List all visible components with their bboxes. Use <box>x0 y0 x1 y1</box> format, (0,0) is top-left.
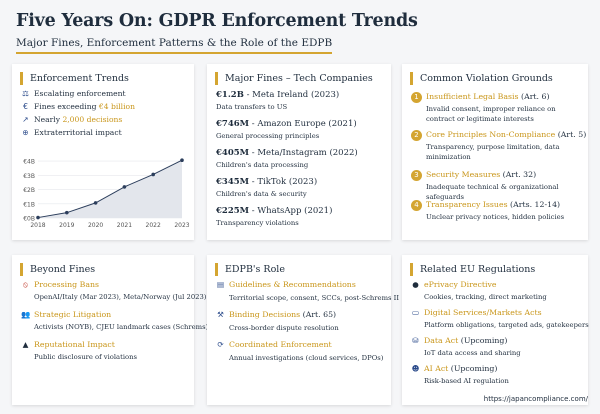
x-tick-label: 2020 <box>88 222 103 229</box>
page-title: Five Years On: GDPR Enforcement Trends <box>16 11 418 31</box>
beyond-item-heading: ▲ Reputational Impact <box>22 340 115 349</box>
fine-title: €405M - Meta/Instagram (2022) <box>216 148 358 158</box>
y-tick-label: €2B <box>23 187 35 194</box>
robot-icon: ☻ <box>411 364 420 373</box>
card-heading: Major Fines – Tech Companies <box>215 72 373 85</box>
edpb-item-description: Territorial scope, consent, SCCs, post-S… <box>229 294 400 302</box>
regulation-description: Platform obligations, targeted ads, gate… <box>424 321 589 329</box>
edpb-item-heading: ⟳ Coordinated Enforcement <box>217 340 332 349</box>
escalating-icon: ⚖ <box>22 89 29 98</box>
edpb-item-description: Cross-border dispute resolution <box>229 324 339 332</box>
series-line <box>37 159 183 219</box>
fine-title: €345M - TikTok (2023) <box>216 177 318 187</box>
trend-item: € Fines exceeding €4 billion <box>21 102 135 111</box>
x-tick-label: 2021 <box>117 222 132 229</box>
beyond-item-description: Activists (NOYB), CJEU landmark cases (S… <box>34 323 209 331</box>
beyond-item-heading: ⦸ Processing Bans <box>21 280 99 290</box>
edpb-item-description: Annual investigations (cloud services, D… <box>229 354 384 362</box>
data-point <box>122 185 127 189</box>
fine-description: Transparency violations <box>216 219 299 227</box>
violation-heading: Transparency Issues (Arts. 12-14) <box>426 200 561 209</box>
beyond-item-description: Public disclosure of violations <box>34 353 137 361</box>
footer-url[interactable]: https://japancompliance.com/ <box>483 395 588 403</box>
trend-item: ⊕ Extraterritorial impact <box>22 128 122 137</box>
trend-item: ↗ Nearly 2,000 decisions <box>22 115 123 124</box>
fine-description: Children's data & security <box>216 190 307 198</box>
beyond-item-heading: 👥 Strategic Litigation <box>21 310 112 319</box>
edpb-item-heading: ▤ Guidelines & Recommendations <box>216 280 356 289</box>
sync-icon: ⟳ <box>217 340 224 349</box>
data-point <box>36 215 40 220</box>
beyond-fines-card: Beyond Fines ⦸ Processing Bans OpenAI/Ita… <box>12 255 208 405</box>
number-badge: 1 <box>411 92 422 103</box>
card-heading: Related EU Regulations <box>410 263 535 276</box>
violation-description: Invalid consent, improper reliance on co… <box>426 105 556 123</box>
x-tick-label: 2022 <box>146 222 161 229</box>
data-point <box>151 172 155 177</box>
violation-description: Inadequate technical & organizational sa… <box>426 183 559 201</box>
x-tick-label: 2019 <box>59 222 74 229</box>
card-heading: Enforcement Trends <box>20 72 129 85</box>
violation-heading: Core Principles Non-Compliance (Art. 5) <box>426 130 587 139</box>
fine-title: €746M - Amazon Europe (2021) <box>216 119 357 129</box>
number-badge: 3 <box>411 170 422 181</box>
edpb-role-card: EDPB's Role ▤ Guidelines & Recommendation… <box>207 255 399 405</box>
trend-item: ⚖ Escalating enforcement <box>22 89 126 98</box>
laptop-icon: ▭ <box>411 308 420 317</box>
globe-icon: ⊕ <box>22 128 29 137</box>
card-heading: Beyond Fines <box>20 263 95 276</box>
fine-title: €225M - WhatsApp (2021) <box>216 206 333 216</box>
regulation-heading: ▭ Digital Services/Markets Acts <box>411 308 542 317</box>
edpb-item-heading: ⚒ Binding Decisions (Art. 65) <box>217 310 337 319</box>
regulation-heading: ⛁ Data Act (Upcoming) <box>412 336 508 345</box>
violation-heading: Security Measures (Art. 32) <box>426 170 537 179</box>
area-fill <box>38 160 182 218</box>
data-point <box>65 210 69 215</box>
page-subtitle: Major Fines, Enforcement Patterns & the … <box>16 37 333 54</box>
regulation-description: Risk-based AI regulation <box>424 377 509 385</box>
violation-description: Unclear privacy notices, hidden policies <box>426 213 565 221</box>
fines-line-chart: €0B €1B €2B €3B €4B 2018 2019 2020 2021 2022 2023 <box>23 158 190 229</box>
y-tick-label: €0B <box>23 216 35 223</box>
related-regulations-card: Related EU Regulations ● ePrivacy Directi… <box>402 255 589 405</box>
fine-description: General processing principles <box>216 132 320 140</box>
number-badge: 4 <box>411 200 422 211</box>
book-icon: ▤ <box>216 280 225 289</box>
number-badge: 2 <box>411 130 422 141</box>
violation-description: Transparency, purpose limitation, data m… <box>426 143 560 161</box>
fine-description: Children's data processing <box>216 161 309 169</box>
trend-up-icon: ↗ <box>22 115 29 124</box>
beyond-item-description: OpenAI/Italy (Mar 2023), Meta/Norway (Ju… <box>34 293 207 301</box>
euro-icon: € <box>23 102 28 111</box>
y-tick-label: €1B <box>23 201 35 208</box>
fine-description: Data transfers to US <box>216 103 288 111</box>
violation-grounds-card: Common Violation Grounds 1 Insufficient … <box>402 64 588 240</box>
cookie-icon: ● <box>412 280 419 289</box>
x-tick-label: 2018 <box>30 222 45 229</box>
people-icon: 👥 <box>21 310 31 319</box>
violation-heading: Insufficient Legal Basis (Art. 6) <box>426 92 550 101</box>
regulation-heading: ● ePrivacy Directive <box>412 280 497 289</box>
enforcement-trends-card: Enforcement Trends ⚖ Escalating enforceme… <box>12 64 194 240</box>
regulation-heading: ☻ AI Act (Upcoming) <box>411 364 498 373</box>
data-point <box>180 158 184 163</box>
gavel-icon: ⚒ <box>217 310 224 319</box>
database-icon: ⛁ <box>412 336 419 345</box>
major-fines-card: Major Fines – Tech Companies €1.2B - Met… <box>207 64 391 240</box>
y-tick-label: €3B <box>23 173 35 180</box>
regulation-description: IoT data access and sharing <box>424 349 521 357</box>
card-heading: Common Violation Grounds <box>410 72 553 85</box>
ban-icon: ⦸ <box>23 280 28 289</box>
data-point <box>93 201 98 205</box>
x-tick-label: 2023 <box>174 222 189 229</box>
fine-title: €1.2B - Meta Ireland (2023) <box>216 90 340 100</box>
card-heading: EDPB's Role <box>215 263 285 276</box>
regulation-description: Cookies, tracking, direct marketing <box>424 293 547 301</box>
y-tick-label: €4B <box>23 159 35 166</box>
warning-icon: ▲ <box>22 340 29 349</box>
